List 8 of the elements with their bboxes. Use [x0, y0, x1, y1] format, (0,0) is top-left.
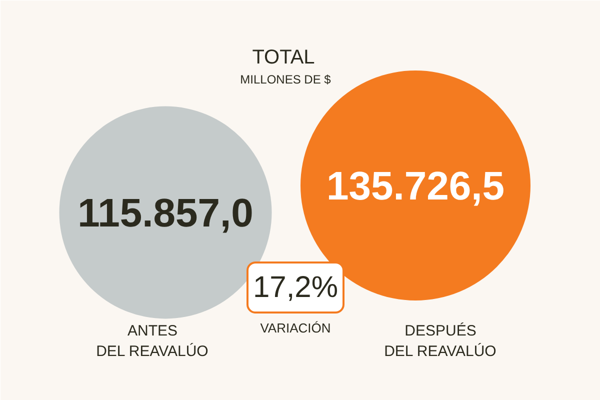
text: 17,2% [252, 271, 338, 304]
category-label: DESPUÉS DEL REAVALÚO [384, 322, 496, 360]
text: MILLONES DE $ [240, 72, 332, 86]
text: VARIACIÓN [260, 320, 331, 336]
category-label: ANTES DEL REAVALÚO [96, 322, 208, 360]
data-label: 135.726,5 [326, 164, 504, 208]
data-label: 115.857,0 [78, 192, 254, 236]
text: TOTAL [252, 46, 315, 68]
